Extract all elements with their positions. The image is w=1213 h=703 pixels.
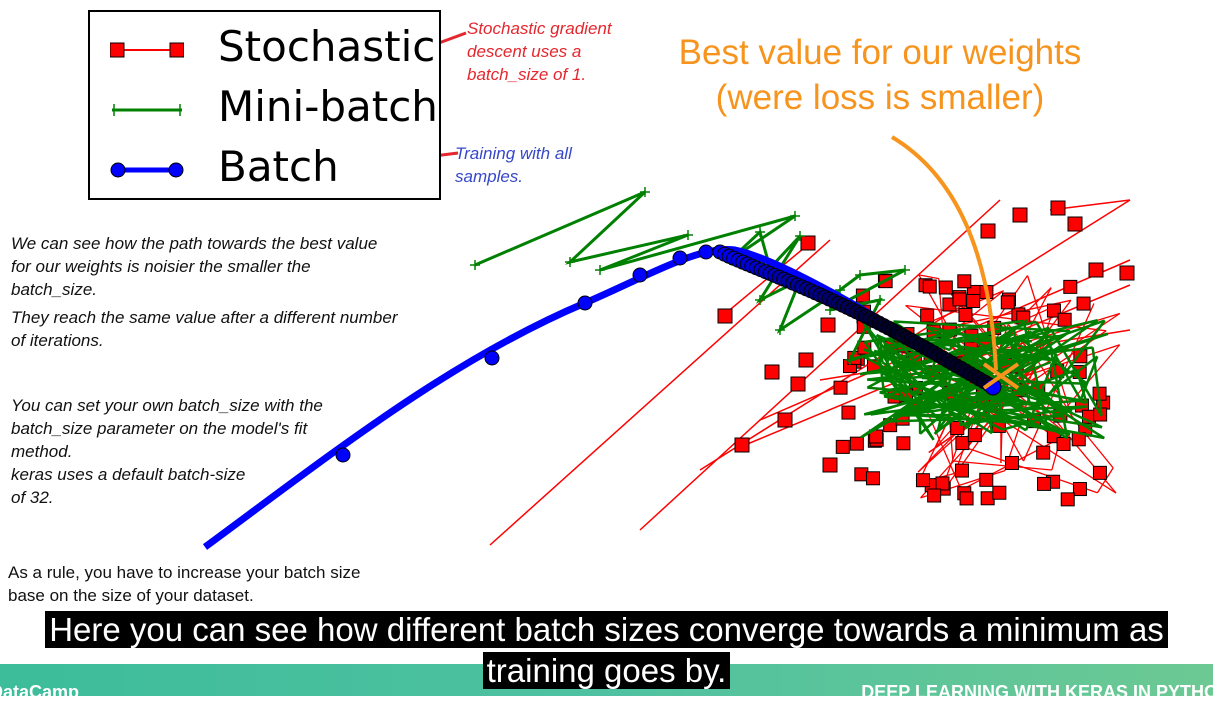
rule-text: As a rule, you have to increase your bat… bbox=[8, 561, 360, 607]
stochastic-marker bbox=[1005, 456, 1018, 469]
stochastic-marker bbox=[959, 308, 972, 321]
stochastic-marker bbox=[953, 293, 966, 306]
legend-label-batch: Batch bbox=[218, 142, 339, 191]
batch-marker bbox=[336, 448, 350, 462]
stochastic-marker bbox=[801, 236, 815, 250]
stochastic-marker bbox=[897, 437, 910, 450]
stochastic-marker bbox=[980, 473, 993, 486]
paragraph-noise: We can see how the path towards the best… bbox=[11, 232, 377, 301]
stochastic-marker bbox=[855, 468, 868, 481]
stochastic-marker bbox=[923, 280, 936, 293]
stochastic-marker bbox=[735, 438, 749, 452]
stochastic-marker bbox=[842, 406, 855, 419]
stochastic-marker bbox=[1077, 297, 1090, 310]
best-value-title: Best value for our weights (were loss is… bbox=[640, 30, 1120, 120]
stochastic-marker bbox=[939, 281, 952, 294]
caption-line-2: training goes by. bbox=[483, 652, 731, 689]
stochastic-marker bbox=[1051, 201, 1065, 215]
stochastic-marker bbox=[765, 365, 779, 379]
stochastic-marker bbox=[1064, 280, 1077, 293]
legend-item-stochastic: Stochastic bbox=[90, 20, 439, 80]
stochastic-marker bbox=[866, 472, 879, 485]
stochastic-marker bbox=[981, 224, 995, 238]
batch-marker bbox=[633, 268, 647, 282]
stochastic-marker bbox=[968, 429, 981, 442]
stochastic-marker bbox=[718, 309, 732, 323]
legend-label-minibatch: Mini-batch bbox=[218, 82, 438, 131]
stochastic-marker bbox=[936, 477, 949, 490]
stochastic-marker bbox=[850, 437, 863, 450]
stochastic-marker bbox=[993, 486, 1006, 499]
batch-marker bbox=[578, 296, 592, 310]
stochastic-marker bbox=[823, 458, 837, 472]
stochastic-segment bbox=[919, 275, 939, 279]
legend-item-minibatch: Mini-batch bbox=[90, 80, 439, 140]
stochastic-marker bbox=[821, 318, 835, 332]
stochastic-marker bbox=[928, 489, 941, 502]
legend-box: Stochastic Mini-batch Batch bbox=[88, 10, 441, 200]
stochastic-marker bbox=[956, 437, 969, 450]
stochastic-marker bbox=[1073, 483, 1086, 496]
stochastic-marker bbox=[916, 474, 929, 487]
stochastic-path bbox=[490, 200, 1134, 545]
stochastic-legend-symbol bbox=[110, 38, 184, 62]
stochastic-marker bbox=[1093, 466, 1106, 479]
stochastic-marker bbox=[921, 309, 934, 322]
video-caption: Here you can see how different batch siz… bbox=[0, 609, 1213, 691]
stochastic-marker bbox=[1120, 266, 1134, 280]
batch-legend-symbol bbox=[110, 158, 184, 182]
minibatch-legend-symbol bbox=[110, 98, 184, 122]
legend-item-batch: Batch bbox=[90, 140, 439, 200]
stochastic-marker bbox=[836, 440, 849, 453]
stochastic-marker bbox=[1013, 208, 1027, 222]
paragraph-iterations: They reach the same value after a differ… bbox=[11, 306, 397, 352]
stochastic-marker bbox=[981, 492, 994, 505]
stochastic-marker bbox=[778, 413, 792, 427]
stochastic-marker bbox=[1038, 477, 1051, 490]
caption-line-1: Here you can see how different batch siz… bbox=[45, 611, 1168, 648]
stochastic-marker bbox=[799, 353, 813, 367]
stochastic-marker bbox=[955, 464, 968, 477]
batch-marker bbox=[485, 351, 499, 365]
batch-marker bbox=[699, 245, 713, 259]
stochastic-marker bbox=[1058, 313, 1071, 326]
stochastic-marker bbox=[1061, 493, 1074, 506]
paragraph-batch-size: You can set your own batch_size with the… bbox=[11, 394, 323, 509]
legend-label-stochastic: Stochastic bbox=[218, 22, 435, 71]
batch-note: Training with all samples. bbox=[455, 142, 572, 188]
stochastic-marker bbox=[967, 294, 980, 307]
stochastic-segment bbox=[490, 240, 830, 545]
stochastic-marker bbox=[1001, 296, 1014, 309]
stochastic-marker bbox=[958, 275, 971, 288]
batch-marker bbox=[673, 251, 687, 265]
stochastic-marker bbox=[1089, 263, 1103, 277]
stochastic-marker bbox=[1057, 437, 1070, 450]
stochastic-marker bbox=[834, 381, 847, 394]
stochastic-marker bbox=[960, 492, 973, 505]
stochastic-marker bbox=[1037, 446, 1050, 459]
stochastic-marker bbox=[1068, 217, 1082, 231]
stochastic-marker bbox=[791, 377, 805, 391]
stochastic-note: Stochastic gradient descent uses a batch… bbox=[467, 17, 612, 86]
